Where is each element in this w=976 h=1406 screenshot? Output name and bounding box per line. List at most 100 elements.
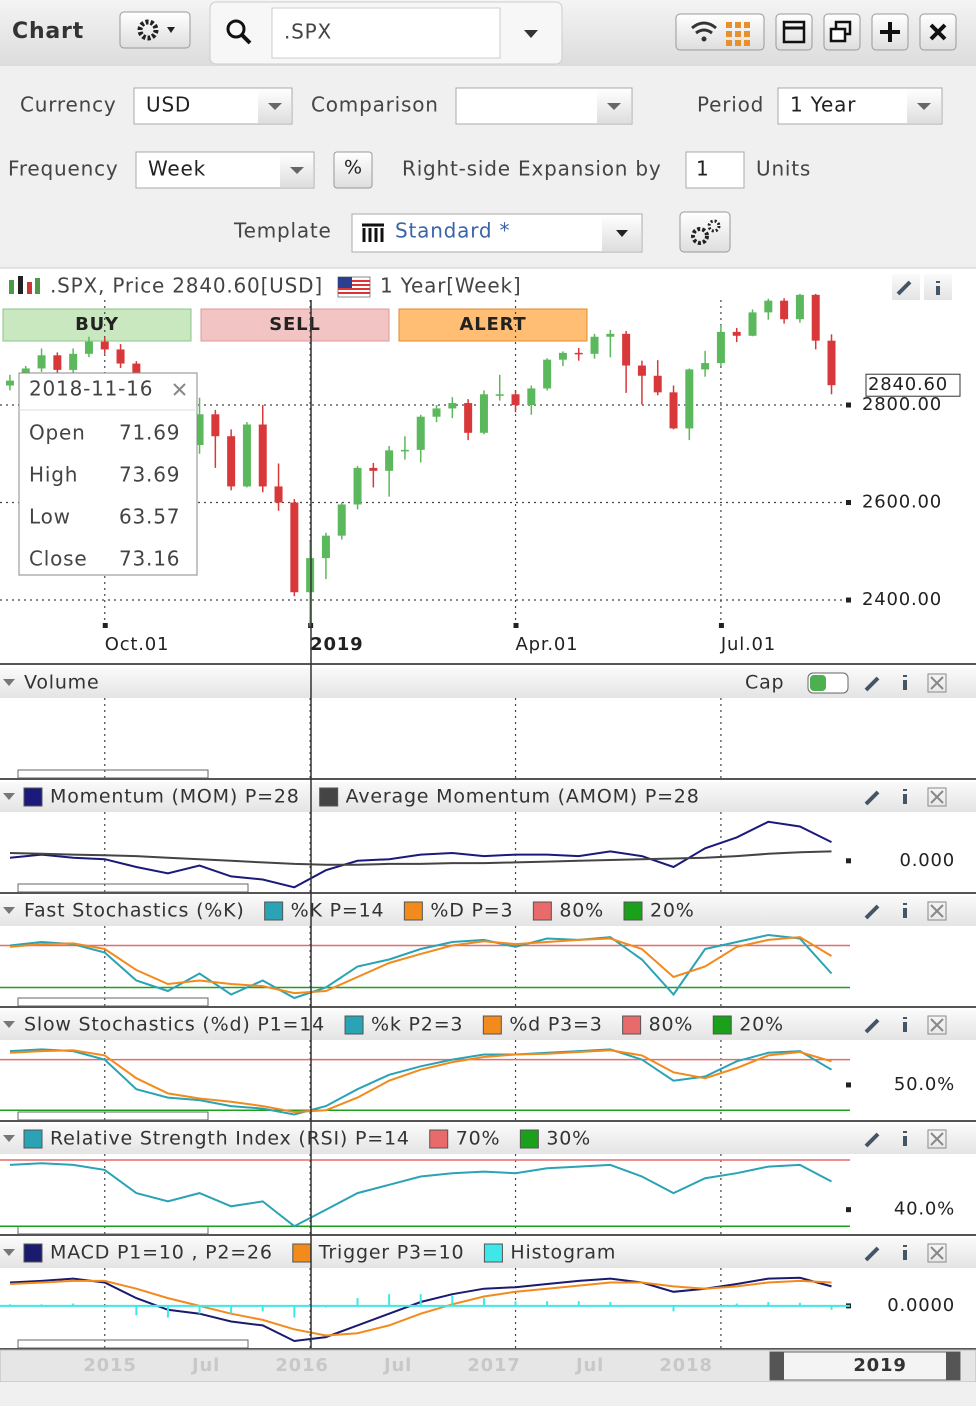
sell-button[interactable] <box>200 308 390 342</box>
candle-body <box>558 352 567 360</box>
legend-swatch <box>429 1129 449 1149</box>
close-icon <box>930 676 944 690</box>
template-select[interactable] <box>351 213 643 253</box>
x-tick-label: Oct.01 <box>105 634 170 655</box>
search-dropdown[interactable] <box>524 30 538 38</box>
legend-swatch <box>23 1129 43 1149</box>
candle-body <box>448 403 457 409</box>
close-icon[interactable] <box>927 1243 947 1263</box>
wrench-icon[interactable] <box>864 1246 880 1262</box>
search-input[interactable] <box>271 7 501 59</box>
x-tick-label: Jul.01 <box>720 634 776 655</box>
candle-body <box>574 352 583 355</box>
last-price-box <box>865 373 961 397</box>
gear-icon <box>707 219 721 233</box>
wrench-icon <box>896 280 912 296</box>
legend-label: 30% <box>546 1128 591 1150</box>
legend-swatch <box>483 1243 503 1263</box>
series-line <box>9 850 832 866</box>
wrench-icon[interactable] <box>864 1018 880 1034</box>
candle-body <box>527 388 536 406</box>
gear-icon <box>691 227 709 245</box>
label-placeholder <box>17 997 209 1007</box>
candle-body <box>116 349 125 364</box>
flag-icon <box>337 276 371 298</box>
candle-body <box>69 353 78 370</box>
expansion-input[interactable] <box>685 151 745 189</box>
candle-body <box>811 294 820 341</box>
tooltip-key: High <box>29 463 78 487</box>
close-icon[interactable] <box>927 787 947 807</box>
y-tick-label: 0.0000 <box>887 1295 955 1316</box>
footer <box>0 1382 976 1406</box>
navigator-handle[interactable] <box>770 1352 784 1380</box>
candle-body <box>416 416 425 450</box>
window-icon <box>782 20 806 44</box>
wrench-icon[interactable] <box>864 1132 880 1148</box>
tick-mark <box>846 402 851 408</box>
panel-header <box>0 782 976 812</box>
dropdown-icon <box>167 27 175 33</box>
tooltip-value: 73.16 <box>119 547 180 571</box>
x-tick-label: 2019 <box>310 634 363 655</box>
tick-mark <box>718 623 724 628</box>
legend-label: 80% <box>559 900 604 922</box>
close-icon[interactable] <box>927 1129 947 1149</box>
panel-header <box>0 1124 976 1154</box>
histogram-bar <box>798 1302 801 1306</box>
candle-body <box>827 340 836 386</box>
wrench-icon[interactable] <box>864 904 880 920</box>
tick-mark <box>513 623 519 628</box>
histogram-bar <box>609 1301 612 1306</box>
legend-label: Average Momentum (AMOM) P=28 <box>346 786 700 808</box>
panel-extra: Cap <box>745 672 784 694</box>
label: Period <box>697 93 764 117</box>
y-tick-label: 2400.00 <box>862 589 942 610</box>
legend-label: Trigger P3=10 <box>318 1242 465 1264</box>
close-icon[interactable] <box>927 673 947 693</box>
label-placeholder <box>17 769 209 779</box>
label: Template <box>233 219 332 243</box>
navigator-label: 2018 <box>659 1355 712 1376</box>
template-gear-button[interactable] <box>679 211 731 253</box>
window-button[interactable] <box>775 13 813 51</box>
percent-text: % <box>344 157 362 179</box>
candle-body <box>669 392 678 429</box>
connection-button[interactable] <box>675 13 765 51</box>
buy-button[interactable] <box>2 308 192 342</box>
candle-body <box>258 424 267 487</box>
histogram-bar <box>419 1294 422 1306</box>
series-line <box>9 1048 833 1116</box>
legend-swatch <box>403 901 423 921</box>
select-arrow <box>268 103 282 110</box>
histogram-bar <box>135 1305 138 1316</box>
candle-body <box>732 331 741 336</box>
panel-legend: Momentum (MOM) P=28 Average Momentum (AMO… <box>3 786 700 808</box>
collapse-icon <box>3 907 15 914</box>
candle-body <box>511 394 520 406</box>
series-line <box>9 1279 832 1337</box>
close-icon[interactable] <box>927 1015 947 1035</box>
legend-label: %k P2=3 <box>371 1014 463 1036</box>
legend-swatch <box>622 1015 642 1035</box>
candle-body <box>637 365 646 376</box>
wrench-icon[interactable] <box>864 676 880 692</box>
tooltip-close[interactable] <box>173 383 186 396</box>
close-icon[interactable] <box>927 901 947 921</box>
tooltip-key: Close <box>29 547 87 571</box>
navigator-window[interactable] <box>769 1351 961 1381</box>
navigator-handle[interactable] <box>946 1352 960 1380</box>
alert-button[interactable] <box>398 308 588 342</box>
legend-swatch <box>532 901 552 921</box>
histogram-bar <box>767 1301 770 1306</box>
template-icon <box>362 223 384 242</box>
select-arrow <box>917 103 931 110</box>
histogram-bar <box>261 1305 264 1312</box>
wrench-icon[interactable] <box>864 790 880 806</box>
tooltip-value: 73.69 <box>119 463 180 487</box>
candle-body <box>369 467 378 471</box>
candle-body <box>716 331 725 364</box>
percent-button[interactable] <box>333 151 373 189</box>
legend-swatch <box>623 901 643 921</box>
tooltip-value: 63.57 <box>119 505 180 529</box>
